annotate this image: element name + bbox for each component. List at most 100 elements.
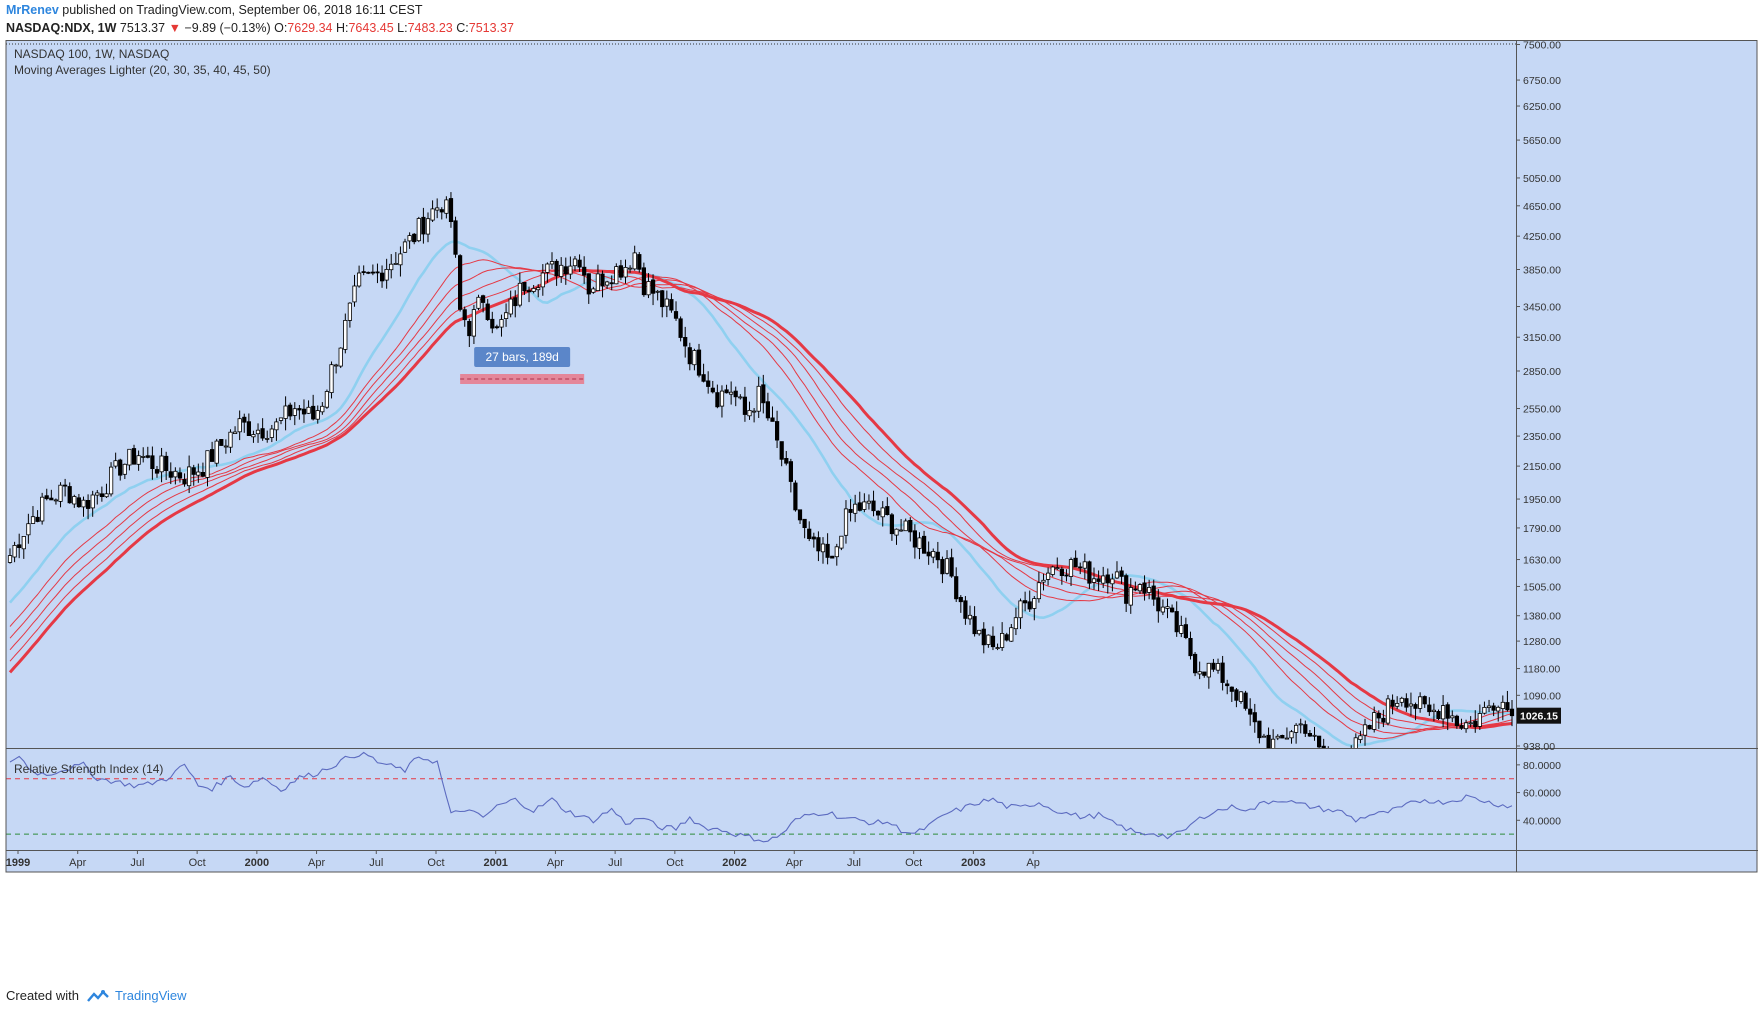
candle-body — [1023, 600, 1028, 604]
candle — [398, 246, 403, 277]
candle — [1078, 562, 1083, 575]
candle-body — [986, 634, 991, 645]
candle-body — [1399, 697, 1404, 703]
price-axis-label: 2350.00 — [1523, 431, 1561, 443]
candle-body — [457, 255, 463, 310]
candle — [733, 386, 738, 407]
change-value: −9.89 (−0.13%) — [184, 21, 271, 35]
candle-body — [696, 349, 702, 376]
candle-body — [1229, 686, 1234, 692]
candle-body — [609, 282, 614, 285]
candle-body — [435, 207, 440, 211]
candle-body — [448, 198, 454, 223]
candle — [894, 528, 899, 545]
candle-body — [131, 448, 137, 465]
candle — [1505, 690, 1510, 712]
candle-body — [1197, 671, 1202, 675]
candle-body — [1266, 734, 1271, 748]
candle — [384, 258, 389, 289]
candle — [1110, 573, 1115, 592]
candle-body — [356, 272, 362, 287]
candle — [58, 482, 63, 508]
axes: 7500.00 6750.00 6250.00 5650.00 5050.00 4650.… — [5, 40, 1758, 873]
candle — [1238, 691, 1244, 704]
candle-body — [765, 401, 771, 419]
candle-body — [871, 500, 876, 512]
price-pane[interactable]: 27 bars, 189d — [6, 40, 1516, 782]
rsi-axis-label: 40.0000 — [1523, 815, 1561, 827]
rsi-axis-label: 60.0000 — [1523, 788, 1561, 800]
candle-body — [967, 614, 973, 620]
low-label: L: — [397, 21, 408, 35]
legend-title: NASDAQ 100, 1W, NASDAQ — [14, 47, 169, 61]
candle — [242, 413, 247, 433]
candle-body — [278, 417, 284, 421]
candle-body — [361, 271, 366, 274]
candle — [1114, 561, 1120, 580]
candle — [164, 451, 169, 481]
chart-canvas[interactable]: 27 bars, 189d 7500.00 6750.00 6250.00 5650.… — [0, 40, 1758, 985]
open-value: 7629.34 — [287, 21, 333, 35]
candle — [109, 462, 114, 497]
candle-body — [811, 536, 816, 540]
candle-body — [582, 266, 587, 276]
high-label: H: — [335, 21, 349, 35]
candle — [407, 232, 412, 249]
candle-body — [393, 262, 398, 265]
candle — [297, 404, 302, 420]
candle — [200, 462, 205, 478]
ohlc-bar: NASDAQ:NDX, 1W 7513.37 ▼ −9.89 (−0.13%) … — [6, 21, 514, 35]
candle — [549, 252, 555, 269]
candle — [719, 385, 725, 418]
measure-label: 27 bars, 189d — [485, 350, 558, 364]
candle — [889, 512, 895, 541]
candle-body — [177, 472, 183, 479]
candle-body — [545, 263, 550, 273]
candle-body — [90, 494, 95, 509]
candle — [494, 324, 500, 330]
candle — [522, 281, 527, 295]
candle-body — [880, 507, 885, 518]
tradingview-brand-link[interactable]: TradingView — [114, 988, 187, 1003]
candle-body — [214, 440, 219, 464]
candle — [1027, 590, 1032, 612]
candle — [1376, 710, 1381, 729]
candle-body — [669, 299, 674, 311]
candle — [1436, 709, 1441, 721]
rsi-pane[interactable] — [6, 749, 1516, 850]
candle-body — [1482, 707, 1487, 714]
candle-body — [595, 273, 601, 291]
price-axis-label: 1790.00 — [1523, 523, 1561, 535]
candle — [793, 480, 798, 512]
author-link[interactable]: MrRenev — [6, 3, 59, 17]
candle-body — [40, 496, 45, 522]
candle — [1372, 706, 1377, 733]
candle — [696, 343, 702, 378]
candle-body — [1137, 584, 1142, 592]
candle-body — [35, 516, 40, 522]
candle — [457, 254, 463, 312]
time-axis-label: Apr — [786, 857, 803, 869]
candle — [784, 451, 789, 466]
measure-range-box[interactable] — [460, 374, 585, 384]
candle-body — [1036, 582, 1041, 600]
candle — [86, 494, 91, 520]
candle — [935, 541, 940, 569]
candle-body — [1505, 702, 1510, 711]
candle-body — [173, 470, 178, 478]
candle — [1321, 738, 1326, 748]
candle — [655, 289, 660, 301]
candle-body — [628, 267, 633, 270]
candle — [490, 311, 495, 334]
candle — [278, 417, 284, 425]
candle-body — [200, 471, 205, 477]
candle-body — [251, 434, 256, 438]
candle — [1312, 726, 1317, 741]
candle-body — [72, 496, 77, 505]
candle — [232, 426, 238, 435]
candle-body — [1496, 706, 1501, 712]
candle-body — [141, 455, 146, 458]
candle — [885, 497, 890, 516]
candle — [311, 394, 316, 421]
candle-body — [122, 463, 127, 475]
